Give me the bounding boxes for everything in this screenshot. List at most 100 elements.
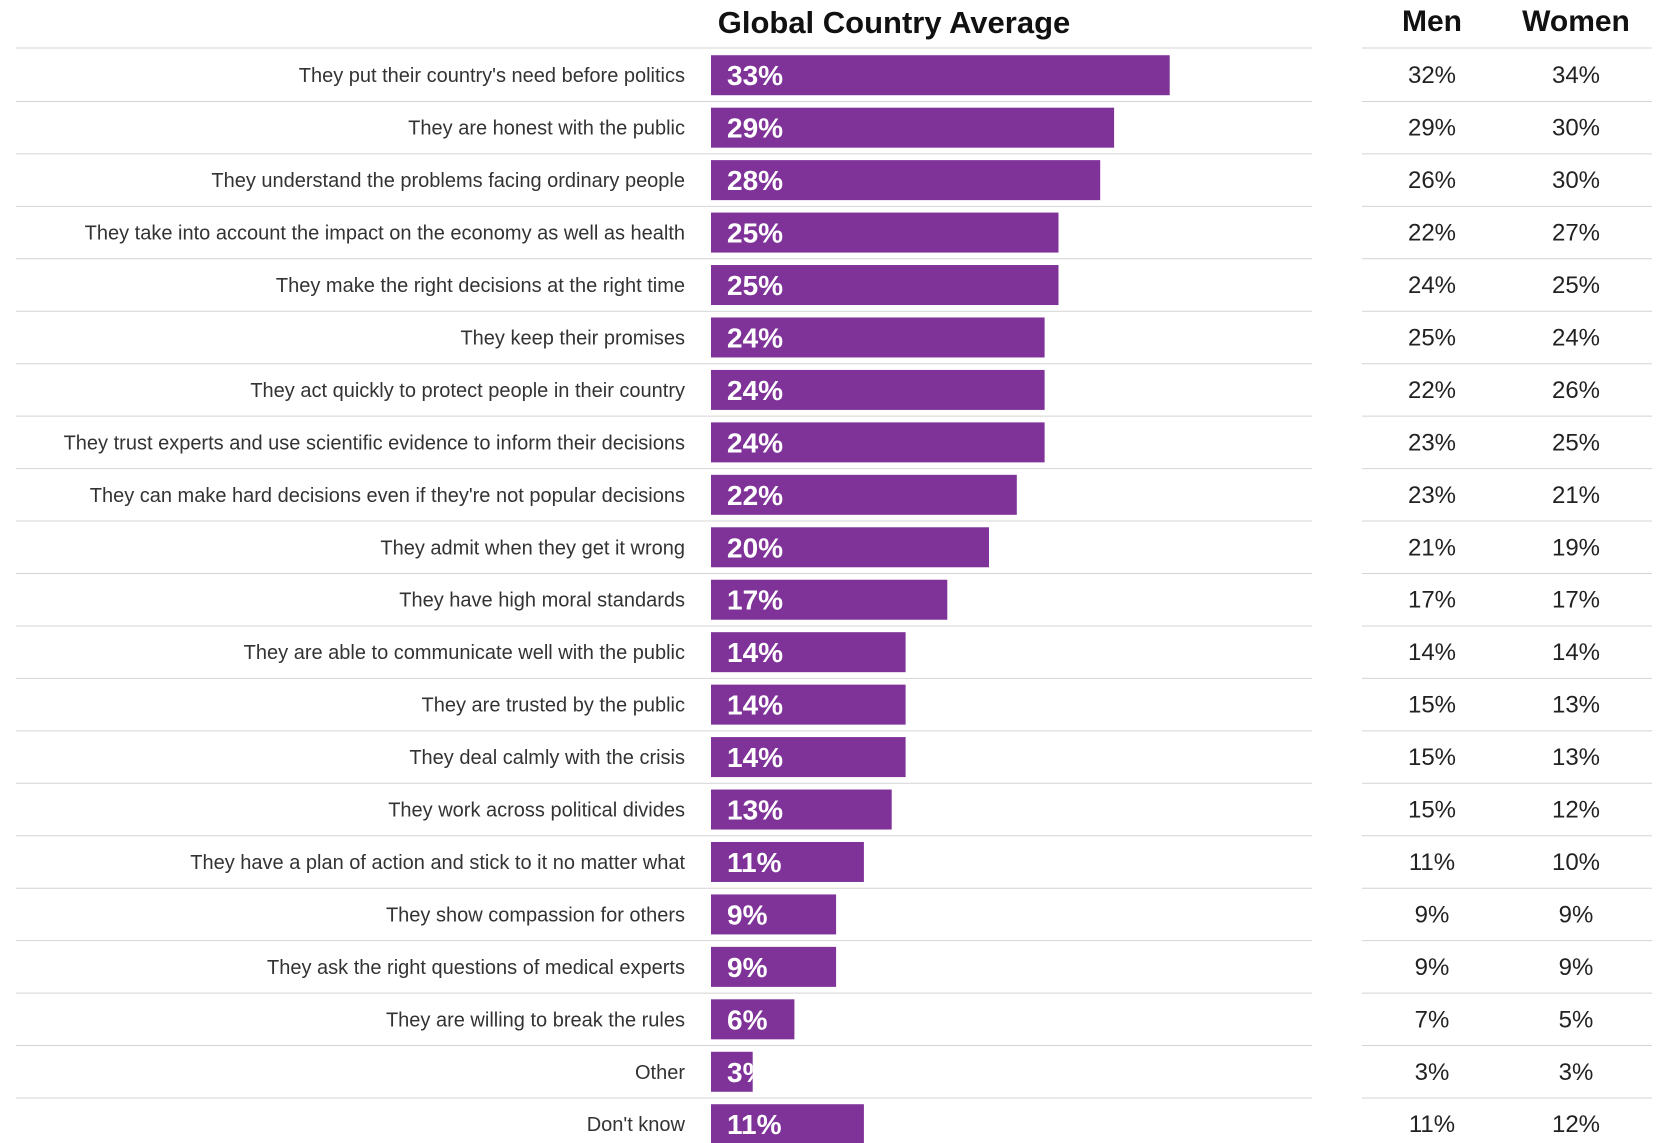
category-label: They can make hard decisions even if the… — [90, 485, 685, 507]
bar-value-label: 9% — [727, 899, 768, 930]
men-value: 32% — [1408, 62, 1456, 89]
men-value: 11% — [1409, 849, 1455, 876]
chart-row: They show compassion for others 9% 9% 9% — [16, 894, 1652, 942]
category-label: They trust experts and use scientific ev… — [64, 432, 685, 454]
bar-value-label: 24% — [727, 322, 783, 353]
women-value: 12% — [1552, 1111, 1600, 1138]
bar-value-label: 14% — [727, 690, 783, 721]
category-label: They are honest with the public — [408, 118, 685, 140]
women-value: 9% — [1559, 954, 1594, 981]
category-label: They make the right decisions at the rig… — [276, 275, 685, 297]
category-label: They show compassion for others — [386, 904, 685, 926]
men-value: 24% — [1408, 272, 1456, 299]
bar — [711, 107, 1115, 148]
women-value: 30% — [1552, 167, 1600, 194]
women-value: 25% — [1552, 429, 1600, 456]
women-value: 17% — [1552, 587, 1600, 614]
bar-value-label: 22% — [727, 480, 783, 511]
bar — [711, 632, 906, 673]
bar-value-label: 29% — [727, 113, 783, 144]
chart-row: Other 3% 3% 3% — [16, 1051, 1652, 1099]
category-label: They are willing to break the rules — [386, 1009, 685, 1031]
category-label: Don't know — [587, 1114, 686, 1136]
bar — [711, 999, 795, 1040]
bar-value-label: 33% — [727, 60, 783, 91]
men-value: 21% — [1408, 534, 1456, 561]
bar — [711, 527, 989, 568]
category-label: They deal calmly with the crisis — [409, 747, 685, 769]
chart-row: They are able to communicate well with t… — [16, 632, 1652, 679]
bar-value-label: 14% — [727, 637, 783, 668]
category-label: They take into account the impact on the… — [85, 223, 685, 245]
men-value: 15% — [1408, 797, 1456, 824]
women-value: 13% — [1552, 692, 1600, 719]
chart-row: They act quickly to protect people in th… — [16, 369, 1652, 417]
women-value: 24% — [1552, 324, 1600, 351]
bar — [711, 684, 906, 725]
women-value: 13% — [1552, 744, 1600, 771]
bar — [711, 579, 948, 620]
men-value: 3% — [1415, 1059, 1450, 1086]
chart-row: They work across political divides 13% 15%… — [16, 789, 1652, 837]
bar — [711, 1104, 864, 1143]
women-value: 10% — [1552, 849, 1600, 876]
chart-row: They have high moral standards 17% 17% 17% — [16, 579, 1652, 627]
bar — [711, 160, 1101, 201]
bar — [711, 1051, 753, 1092]
bar — [711, 841, 864, 882]
category-label: They admit when they get it wrong — [380, 537, 685, 559]
bar-value-label: 24% — [727, 427, 783, 458]
chart-row: They make the right decisions at the rig… — [16, 265, 1652, 312]
chart-row: They deal calmly with the crisis 14% 15% 13… — [16, 737, 1652, 784]
women-value: 30% — [1552, 115, 1600, 142]
men-value: 7% — [1415, 1006, 1450, 1033]
men-value: 9% — [1415, 901, 1450, 928]
category-label: They act quickly to protect people in th… — [250, 380, 685, 402]
chart-row: They have a plan of action and stick to … — [16, 841, 1652, 889]
men-value: 22% — [1408, 220, 1456, 247]
women-value: 27% — [1552, 220, 1600, 247]
women-value: 3% — [1559, 1059, 1594, 1086]
category-label: They are trusted by the public — [422, 695, 685, 717]
bar — [711, 212, 1059, 253]
chart-row: They understand the problems facing ordi… — [16, 160, 1652, 207]
women-value: 26% — [1552, 377, 1600, 404]
chart-row: They can make hard decisions even if the… — [16, 474, 1652, 522]
bar-value-label: 9% — [727, 952, 768, 983]
bar — [711, 317, 1045, 358]
men-value: 26% — [1408, 167, 1456, 194]
men-header: Men — [1402, 5, 1462, 38]
women-value: 19% — [1552, 534, 1600, 561]
category-label: They ask the right questions of medical … — [267, 957, 685, 979]
bar — [711, 369, 1045, 410]
chart-row: They ask the right questions of medical … — [16, 946, 1652, 994]
chart-row: They put their country's need before pol… — [16, 55, 1652, 102]
women-value: 21% — [1552, 482, 1600, 509]
chart-row: They take into account the impact on the… — [16, 212, 1652, 260]
category-label: They put their country's need before pol… — [299, 65, 685, 87]
bar-value-label: 17% — [727, 585, 783, 616]
bar-value-label: 6% — [727, 1004, 768, 1035]
bar-value-label: 25% — [727, 218, 783, 249]
category-label: They have a plan of action and stick to … — [190, 852, 685, 874]
women-value: 25% — [1552, 272, 1600, 299]
women-header: Women — [1522, 5, 1630, 38]
men-value: 29% — [1408, 115, 1456, 142]
bar — [711, 789, 892, 830]
bar-value-label: 3% — [727, 1057, 768, 1088]
bar — [711, 946, 837, 987]
bar-value-label: 13% — [727, 795, 783, 826]
chart-row: They keep their promises 24% 25% 24% — [16, 317, 1652, 365]
category-label: They keep their promises — [460, 327, 685, 349]
women-value: 14% — [1552, 639, 1600, 666]
chart-rows: They put their country's need before pol… — [16, 55, 1652, 1143]
women-value: 5% — [1559, 1006, 1594, 1033]
chart-row: They are trusted by the public 14% 15% 13% — [16, 684, 1652, 732]
bar — [711, 55, 1170, 96]
category-label: They are able to communicate well with t… — [244, 642, 685, 664]
category-label: Other — [635, 1062, 685, 1084]
bar-value-label: 20% — [727, 532, 783, 563]
men-value: 23% — [1408, 482, 1456, 509]
bar-value-label: 14% — [727, 742, 783, 773]
chart-row: Don't know 11% 11% 12% — [587, 1104, 1600, 1143]
